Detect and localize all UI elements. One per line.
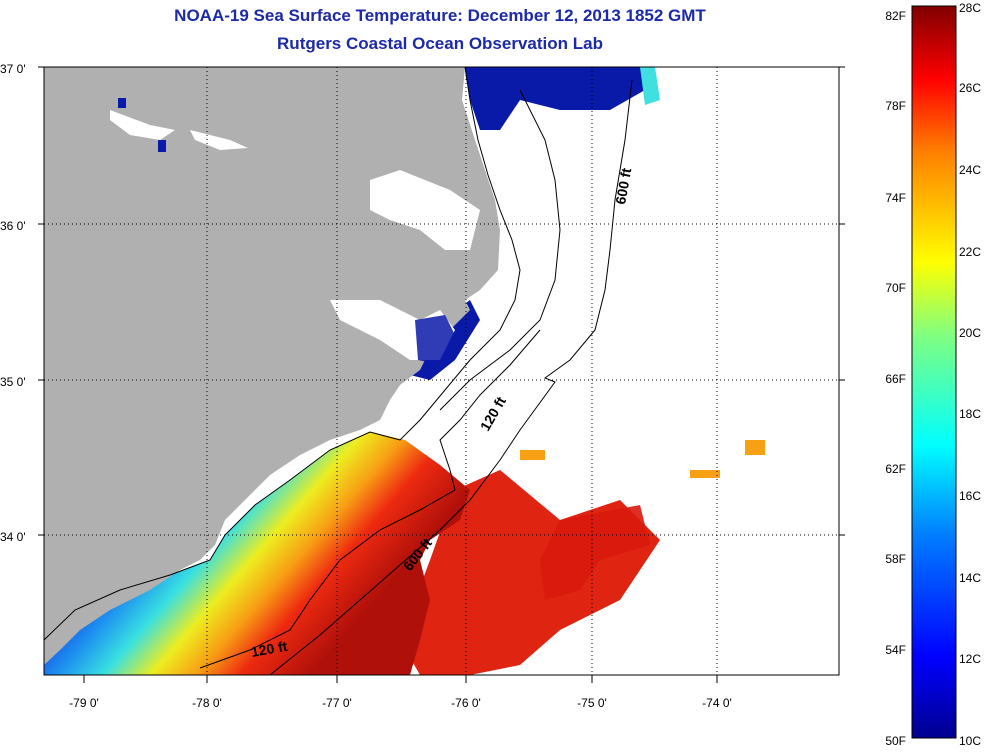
legend-c-label: 14C <box>959 571 981 585</box>
axis-ticks <box>38 66 845 683</box>
legend-c-label: 10C <box>959 734 981 748</box>
sst-coastal-band <box>44 432 470 675</box>
sst-patch <box>690 470 720 478</box>
isobath-label: 600 ft <box>612 166 634 205</box>
legend-c-label: 12C <box>959 652 981 666</box>
coastline <box>44 67 521 641</box>
legend-c-label: 28C <box>959 1 981 15</box>
lon-label: -77 0' <box>322 696 352 710</box>
legend-c-label: 18C <box>959 407 981 421</box>
temperature-colorbar <box>911 5 957 739</box>
lake <box>110 110 175 140</box>
lat-label: 35 0' <box>0 375 26 389</box>
sound-water <box>370 170 480 250</box>
sst-patch <box>745 440 765 455</box>
isobath-label: 120 ft <box>250 638 289 660</box>
lon-label: -74 0' <box>702 696 732 710</box>
legend-f-label: 74F <box>885 191 906 205</box>
sst-cold-north-edge <box>640 67 660 105</box>
map-frame <box>43 66 840 676</box>
legend-f-label: 58F <box>885 552 906 566</box>
lake <box>190 130 248 150</box>
legend-c-label: 22C <box>959 245 981 259</box>
celsius-scale: 28C 26C 24C 22C 20C 18C 16C 14C 12C 10C <box>959 1 981 748</box>
isobath-600-north <box>269 79 633 675</box>
sst-warm-patches <box>540 505 650 600</box>
legend-f-label: 70F <box>885 281 906 295</box>
lat-label: 34 0' <box>0 530 26 544</box>
sst-cold-north <box>465 67 645 130</box>
legend-f-label: 66F <box>885 372 906 386</box>
legend-f-label: 78F <box>885 99 906 113</box>
lake-sst <box>158 140 166 152</box>
lake-sst <box>118 98 126 108</box>
map-graticule <box>44 67 839 675</box>
lon-label: -75 0' <box>577 696 607 710</box>
fahrenheit-scale: 82F 78F 74F 70F 66F 62F 58F 54F 50F <box>885 9 906 748</box>
barrier-islands <box>439 89 561 411</box>
map-title: NOAA-19 Sea Surface Temperature: Decembe… <box>174 6 706 25</box>
sound-water <box>415 315 455 365</box>
sst-patch <box>520 450 545 460</box>
lon-label: -79 0' <box>69 696 99 710</box>
legend-c-label: 20C <box>959 326 981 340</box>
legend-f-label: 54F <box>885 643 906 657</box>
legend-f-label: 82F <box>885 9 906 23</box>
legend-c-label: 24C <box>959 163 981 177</box>
lon-label: -78 0' <box>192 696 222 710</box>
legend-f-label: 50F <box>885 734 906 748</box>
isobath-120 <box>199 329 541 669</box>
lat-label: 37 0' <box>0 62 26 76</box>
lon-label: -76 0' <box>451 696 481 710</box>
legend-c-label: 26C <box>959 81 981 95</box>
map-subtitle: Rutgers Coastal Ocean Observation Lab <box>277 34 603 53</box>
legend-c-label: 16C <box>959 489 981 503</box>
legend-f-label: 62F <box>885 462 906 476</box>
lat-label: 36 0' <box>0 219 26 233</box>
